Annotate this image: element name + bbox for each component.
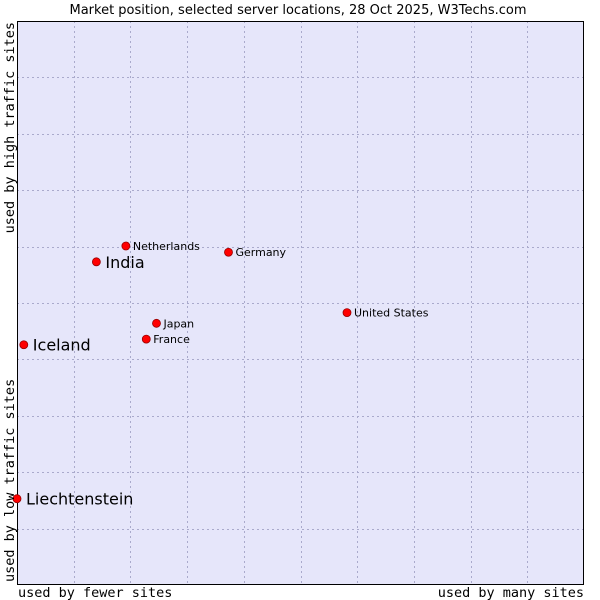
data-point-netherlands: Netherlands [121, 240, 200, 253]
point-label: Japan [162, 317, 194, 330]
y-axis-label-bottom: used by low traffic sites [2, 379, 18, 582]
chart-title: Market position, selected server locatio… [69, 3, 526, 18]
point-marker [19, 340, 29, 350]
point-label: France [153, 333, 190, 346]
point-marker [152, 318, 161, 328]
point-marker [12, 494, 22, 504]
data-point-japan: Japan [152, 317, 194, 330]
data-point-france: France [141, 333, 190, 346]
point-label: Germany [235, 246, 286, 259]
point-marker [91, 257, 101, 267]
data-point-iceland: Iceland [19, 336, 91, 355]
y-axis-label-top: used by high traffic sites [2, 22, 18, 233]
point-marker [121, 241, 131, 251]
grid [17, 21, 584, 585]
plot-area [17, 21, 584, 585]
point-marker [342, 308, 352, 317]
x-axis-label-right: used by many sites [438, 585, 584, 600]
point-label: Iceland [33, 336, 91, 355]
point-label: Netherlands [133, 240, 200, 253]
point-marker [141, 334, 151, 344]
data-point-united-states: United States [342, 307, 429, 320]
point-label: Liechtenstein [26, 490, 133, 509]
data-point-germany: Germany [224, 246, 287, 259]
data-point-india: India [91, 253, 145, 272]
point-marker [224, 247, 233, 257]
point-label: India [105, 253, 144, 272]
plot-frame [17, 21, 584, 585]
data-point-liechtenstein: Liechtenstein [12, 490, 133, 509]
x-axis-label-left: used by fewer sites [18, 585, 172, 600]
point-label: United States [354, 307, 429, 320]
